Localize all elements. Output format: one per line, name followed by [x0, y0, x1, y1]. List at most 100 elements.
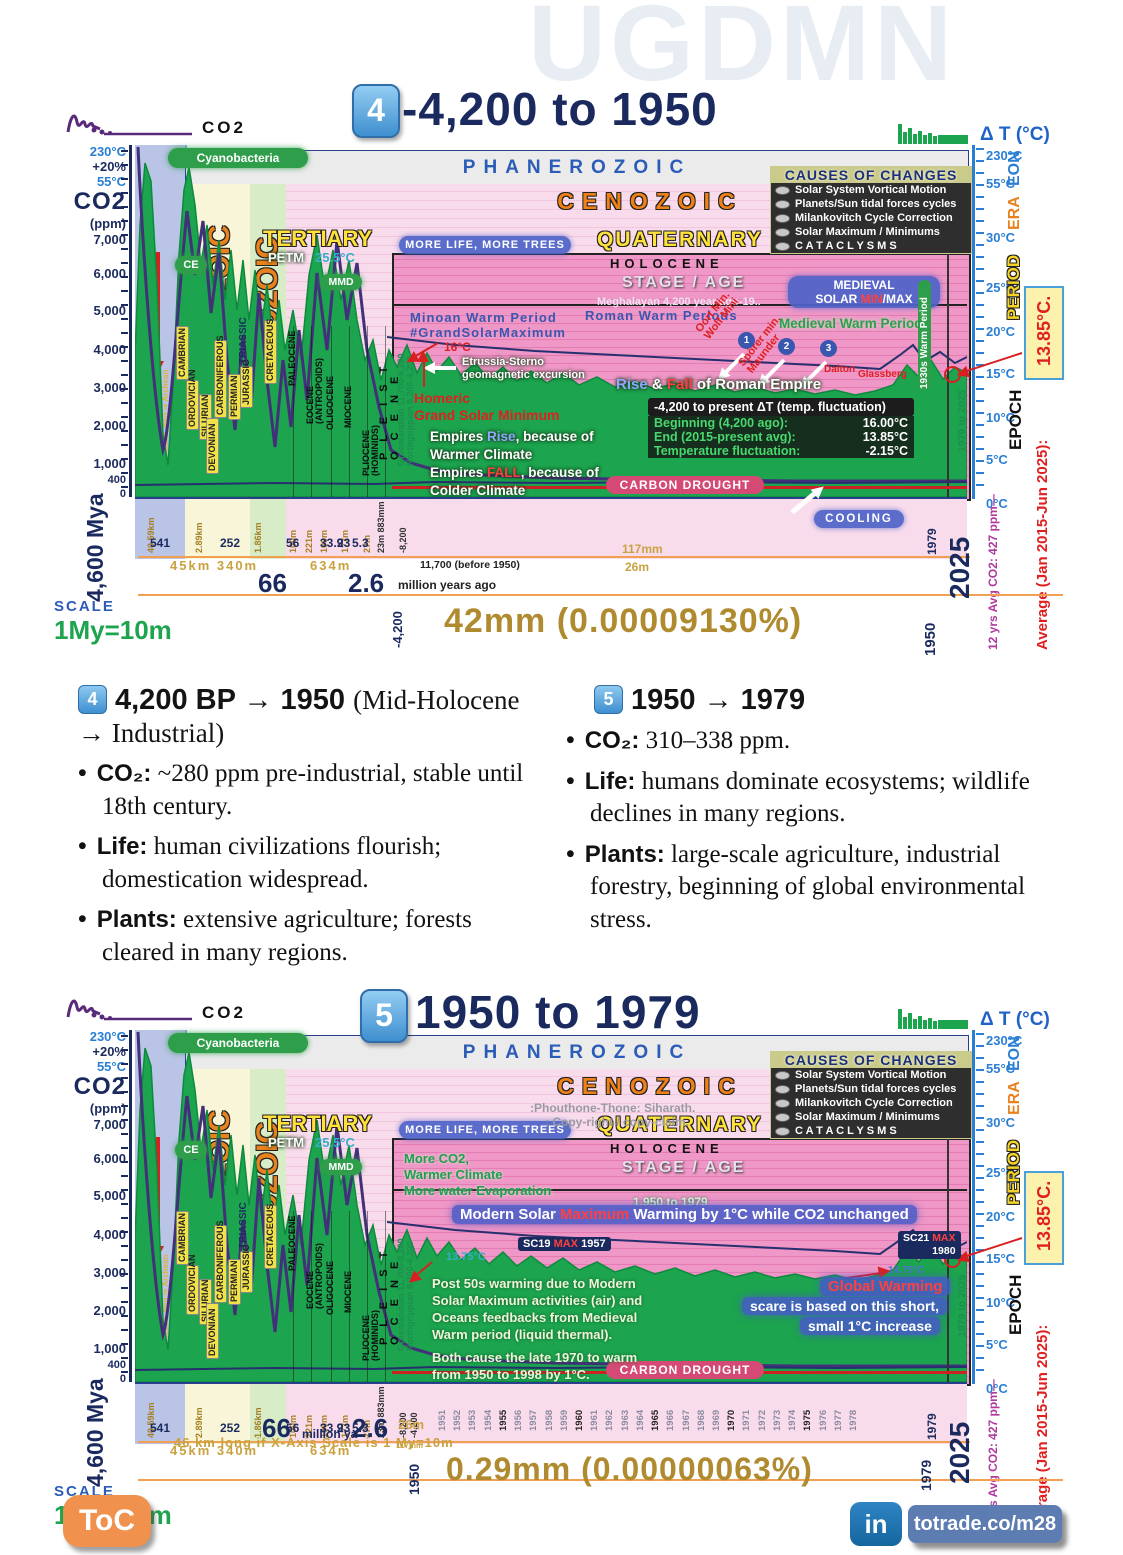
epoch-boundary-line [349, 326, 350, 497]
linkedin-icon[interactable]: in [850, 1502, 902, 1546]
global-warming-label: Global Warming [820, 1277, 951, 1296]
co2-trend-icon [66, 999, 192, 1021]
boundary-66: 66 [262, 1413, 291, 1443]
period-label: JURASSIC [240, 1244, 253, 1293]
period-label: ORDOVICIAN [186, 1254, 199, 1315]
bullet-item: CO₂: 310–338 ppm. [566, 725, 1066, 758]
year-label: 1968 [696, 1409, 707, 1431]
cause-bullet-icon [775, 199, 790, 209]
measure-paleozoic [185, 499, 250, 559]
epoch-boundary-line [311, 326, 312, 497]
eon-label: EON [1006, 1036, 1023, 1071]
epoch-boundary-line [367, 1211, 368, 1382]
left-axis-labels: 230°C +20% 55°C CO2 (ppm) 7,000 6,000 5,000 4,00… [0, 1025, 128, 1391]
scale-value: 1My=10m [54, 615, 172, 645]
causes-item: Solar System Vortical Motion [771, 183, 971, 197]
period-label: JURASSIC [240, 359, 253, 408]
avg-temp-value: 13.85°C. [1033, 295, 1054, 367]
cause-bullet-icon [775, 185, 790, 195]
left-axis-tick: 230°C [89, 144, 126, 159]
era-label: ERA [1006, 1081, 1023, 1115]
co2-header: CO2 [202, 1003, 246, 1022]
measure-paleozoic [185, 1384, 250, 1444]
cyanobacteria-pill: Cyanobacteria [168, 1033, 308, 1053]
right-axis-tick: 55°C [986, 176, 1016, 191]
period-label: DEVONIAN [206, 418, 219, 474]
causes-item: Solar Maximum / Minimums [771, 225, 971, 239]
right-axis-tick: 25°C [986, 280, 1016, 295]
co2-trend-icon [66, 114, 192, 136]
measure-mesozoic [250, 499, 286, 559]
left-axis-tick: (ppm) [89, 216, 126, 231]
section-5-badge: 5 [594, 685, 623, 714]
bullet-item: CO₂: ~280 ppm pre-industrial, stable unt… [78, 758, 548, 823]
eon-label: EON [1006, 151, 1023, 186]
stage-divider-line [392, 1189, 967, 1191]
year-1979-big-vertical: 1979 [918, 1459, 934, 1491]
left-axis-tick: 1,000 [93, 456, 126, 471]
bullet-item: Life: human civilizations flourish; dome… [78, 831, 548, 896]
left-axis-tick: +20% [92, 1044, 126, 1059]
roman-warm-periods: Roman Warm Periods [585, 308, 738, 323]
tertiary-label: TERTIARY [263, 1111, 373, 1136]
avg-period-vertical: Average (Jan 2015-Jun 2025): [1034, 1324, 1051, 1535]
holocene-117mm: 117mm [622, 542, 663, 556]
panel1-number-badge: 4 [352, 84, 400, 138]
toc-button[interactable]: ToC [63, 1495, 151, 1547]
year-label: 1963 [620, 1409, 631, 1431]
right-axis-tick: 10°C [986, 1295, 1016, 1310]
left-axis-line [129, 1030, 132, 1382]
span-1979-2025: 1979 to 2025 [956, 1274, 968, 1337]
northgrippian-label: Northgrippian 8,200-4,200 [405, 1240, 415, 1351]
right-axis-labels: 230°C 55°C 30°C 25°C 20°C 15°C 10°C 5°C 0°C [986, 1025, 1056, 1405]
site-link[interactable]: totrade.co/m28 [908, 1505, 1062, 1543]
right-axis-tick: 15°C [986, 366, 1016, 381]
epoch-rank-label: EPOCH [1006, 389, 1025, 450]
year-1979-vertical: 1979 [925, 1413, 939, 1440]
delta-t-header: Δ T (°C) [980, 1009, 1050, 1030]
left-axis-ticks [121, 1035, 128, 1380]
measure-label: 221m [304, 529, 314, 553]
cenozoic-subtitle2: : Copy-right / copy-claim. [545, 1115, 690, 1129]
empires-text: Empires Rise, because of Warmer Climate … [430, 429, 599, 498]
quaternary-label: QUATERNARY [597, 228, 763, 251]
era-label: ERA [1006, 196, 1023, 230]
period-label: PALEOCENE [287, 1215, 297, 1271]
period-label: OLIGOCENE [325, 1260, 335, 1315]
year-label: 1965 [650, 1409, 661, 1431]
left-axis-tick: 1,000 [93, 1341, 126, 1356]
both-cause-paragraph: Both cause the late 1970 to warm from 195… [432, 1349, 637, 1383]
cause-bullet-icon [775, 227, 790, 237]
sc19-badge: SC19 MAX 1957 [518, 1237, 611, 1251]
solar-min-circle-2: 2 [778, 338, 795, 355]
left-axis-labels: 230°C +20% 55°C CO2 (ppm) 7,000 6,000 5,000 4,00… [0, 140, 128, 506]
age-label: 56 [286, 536, 300, 550]
neg-4200-vertical: -4,200 [390, 611, 405, 648]
more-co2-block: More CO2, Warmer Climate More water Evapor… [404, 1151, 552, 1198]
measure-precambrian [135, 1384, 185, 1444]
left-axis-line [129, 145, 132, 497]
period-label: OLIGOCENE [325, 375, 335, 430]
right-axis-tick: 20°C [986, 1209, 1016, 1224]
mya-label: 4,600 Mya [82, 493, 108, 602]
measure-band [135, 497, 967, 559]
before-1950-label: 11,700 (before 1950) [420, 559, 520, 571]
section-4200bp-bullets: CO₂: ~280 ppm pre-industrial, stable unt… [78, 758, 548, 969]
right-axis-tick: 230°C [986, 148, 1023, 163]
year-label: 1967 [681, 1409, 692, 1431]
boundary-66: 66 [258, 568, 287, 598]
period-rank-label: PERIOD [1004, 1139, 1023, 1205]
cause-bullet-icon [775, 241, 790, 251]
epoch-boundary-line [331, 326, 332, 497]
meghalayan-label: Meghalayan 4,200 year ago-19.. [597, 296, 761, 308]
causes-list: Solar System Vortical Motion Planets/Sun… [771, 183, 971, 253]
right-axis-labels: 230°C 55°C 30°C 25°C 20°C 15°C 10°C 5°C 0°C [986, 140, 1056, 520]
causes-item: C A T A C L Y S M S [771, 239, 971, 253]
year-label: 1962 [604, 1409, 615, 1431]
page-watermark: UGDMN [528, 0, 956, 103]
epoch-boundary-line [293, 1211, 294, 1382]
quaternary-label: QUATERNARY [597, 1113, 763, 1136]
year-label: 1966 [665, 1409, 676, 1431]
year-label: 1952 [452, 1409, 463, 1431]
